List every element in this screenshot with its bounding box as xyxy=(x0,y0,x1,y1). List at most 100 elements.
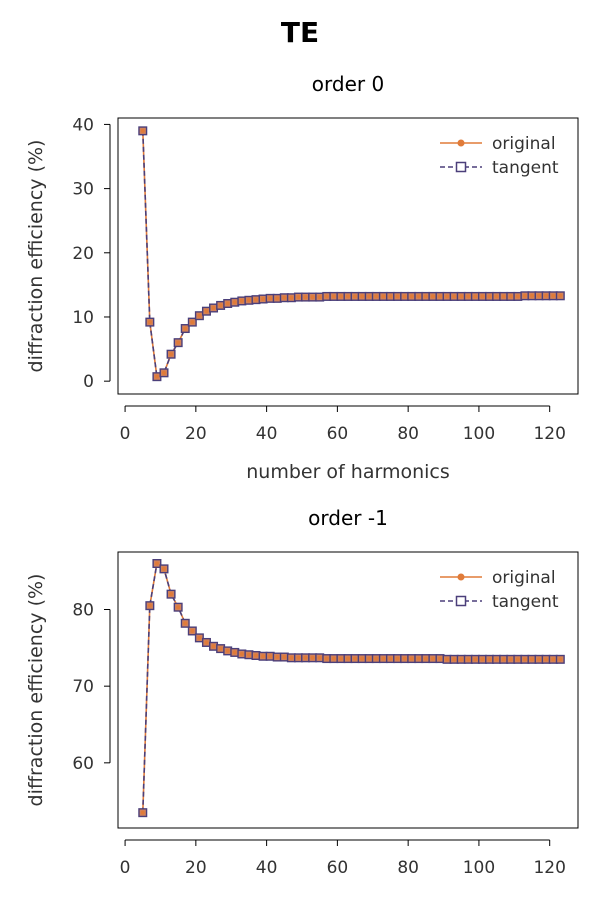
data-point-original xyxy=(154,561,159,566)
data-point-original xyxy=(197,635,202,640)
data-point-original xyxy=(494,657,499,662)
data-point-original xyxy=(275,296,280,301)
x-tick-label: 80 xyxy=(397,858,419,878)
data-point-original xyxy=(317,295,322,300)
data-point-original xyxy=(409,656,414,661)
data-point-original xyxy=(261,297,266,302)
data-point-original xyxy=(218,303,223,308)
plot-area: 0 20 40 60 80 100 120 0 10 20 30 40 xyxy=(72,115,579,444)
data-point-original xyxy=(473,294,478,299)
data-point-original xyxy=(183,326,188,331)
data-point-original xyxy=(438,294,442,299)
data-point-original xyxy=(338,656,343,661)
data-point-original xyxy=(381,656,386,661)
y-axis-label: diffraction efficiency (%) xyxy=(25,574,47,807)
x-tick-label: 0 xyxy=(120,424,131,444)
data-point-original xyxy=(360,656,365,661)
data-point-original xyxy=(232,300,237,305)
chart-order-minus-1: order -1 diffraction efficiency (%) 0 20 4… xyxy=(25,506,579,878)
chart-title: order -1 xyxy=(308,506,388,530)
legend-tangent-label: tangent xyxy=(492,592,559,612)
plot-frame xyxy=(117,551,579,829)
data-point-original xyxy=(246,652,251,657)
data-point-original xyxy=(154,374,159,379)
data-point-original xyxy=(310,295,315,300)
data-point-original xyxy=(388,656,393,661)
y-tick-label: 10 xyxy=(72,308,94,328)
data-point-original xyxy=(367,656,372,661)
data-point-original xyxy=(324,294,329,299)
x-tick-label: 20 xyxy=(185,858,207,878)
data-point-original xyxy=(190,320,195,325)
data-point-original xyxy=(466,657,471,662)
data-point-original xyxy=(275,655,280,660)
data-point-original xyxy=(530,293,534,298)
data-point-original xyxy=(338,294,343,299)
data-point-original xyxy=(381,294,386,299)
data-point-original xyxy=(331,656,336,661)
x-tick-label: 40 xyxy=(256,858,278,878)
data-point-original xyxy=(452,294,457,299)
data-point-original xyxy=(140,810,145,815)
legend: original tangent xyxy=(440,568,559,612)
data-point-original xyxy=(551,657,556,662)
data-point-original xyxy=(416,656,421,661)
data-point-original xyxy=(176,605,181,610)
data-point-original xyxy=(480,657,485,662)
data-point-original xyxy=(416,294,421,299)
data-point-original xyxy=(395,656,400,661)
data-point-original xyxy=(487,294,492,299)
data-point-original xyxy=(303,295,308,300)
data-point-original xyxy=(388,294,393,299)
y-tick-label: 60 xyxy=(72,754,94,774)
legend-original-label: original xyxy=(492,568,556,588)
y-tick-label: 40 xyxy=(72,115,94,135)
data-point-original xyxy=(374,294,379,299)
x-tick-label: 0 xyxy=(120,858,131,878)
legend-tangent-marker xyxy=(455,595,467,607)
data-point-original xyxy=(438,656,442,661)
x-tick-label: 120 xyxy=(533,424,565,444)
legend-tangent-label: tangent xyxy=(492,158,559,178)
chart-title: order 0 xyxy=(312,72,384,96)
data-point-original xyxy=(331,294,336,299)
data-point-original xyxy=(353,656,358,661)
chart-order-0: order 0 diffraction efficiency (%) numbe… xyxy=(25,72,579,483)
data-point-original xyxy=(430,294,435,299)
data-point-original xyxy=(558,657,563,662)
data-point-original xyxy=(551,293,556,298)
data-point-original xyxy=(367,294,372,299)
x-tick-label: 100 xyxy=(463,424,495,444)
data-point-original xyxy=(324,656,329,661)
data-point-original xyxy=(494,294,499,299)
data-point-original xyxy=(225,648,230,653)
data-point-original xyxy=(197,313,202,318)
data-point-original xyxy=(169,352,174,357)
data-point-original xyxy=(402,294,407,299)
data-point-original xyxy=(310,655,315,660)
data-point-original xyxy=(452,657,457,662)
data-point-original xyxy=(395,294,400,299)
x-tick-label: 80 xyxy=(397,424,419,444)
legend-original-marker xyxy=(457,573,465,581)
data-point-original xyxy=(169,592,174,597)
data-point-original xyxy=(261,654,266,659)
data-point-original xyxy=(239,298,244,303)
data-point-original xyxy=(239,651,244,656)
data-point-original xyxy=(211,644,216,649)
data-point-original xyxy=(353,294,358,299)
x-axis-label: number of harmonics xyxy=(246,461,450,483)
data-point-original xyxy=(317,655,322,660)
data-point-original xyxy=(225,301,230,306)
plot-area: 0 20 40 60 80 100 120 60 70 80 xyxy=(72,551,579,878)
data-point-original xyxy=(176,340,181,345)
data-point-original xyxy=(268,296,273,301)
data-point-original xyxy=(204,309,209,314)
data-point-original xyxy=(374,656,379,661)
y-tick-label: 70 xyxy=(72,677,94,697)
data-point-original xyxy=(487,657,492,662)
data-point-original xyxy=(558,293,563,298)
data-point-original xyxy=(423,656,428,661)
data-point-original xyxy=(303,655,308,660)
x-tick-label: 20 xyxy=(185,424,207,444)
